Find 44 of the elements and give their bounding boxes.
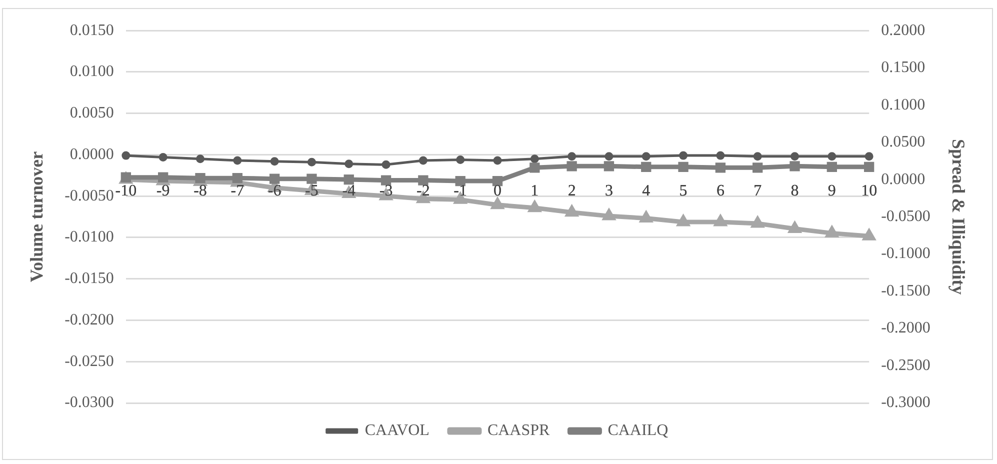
legend-label: CAAILQ: [608, 422, 669, 440]
y-tick-label: 0.0050: [70, 104, 114, 122]
x-tick-label: 5: [679, 182, 688, 200]
legend-label: CAASPR: [487, 422, 550, 440]
x-tick-label: 8: [790, 182, 799, 200]
y2-tick-label: -0.2500: [881, 356, 930, 374]
y2-tick-label: 0.0000: [881, 170, 926, 188]
y2-tick-label: -0.1000: [881, 245, 930, 262]
y2-axis-title: Spread & Illiquidity: [948, 138, 969, 295]
y-tick-label: -0.0200: [64, 311, 114, 328]
x-tick-label: 1: [530, 182, 539, 200]
y2-tick-label: -0.3000: [881, 394, 930, 412]
x-tick-label: 10: [861, 182, 878, 200]
y-tick-label: -0.0100: [64, 228, 114, 246]
y-tick-label: 0.0000: [70, 146, 114, 163]
y2-tick-label: 0.0500: [881, 134, 926, 151]
x-tick-label: 9: [828, 182, 836, 200]
x-tick-label: -7: [230, 182, 244, 200]
y-axis-title: Volume turnover: [26, 151, 46, 282]
x-tick-label: -10: [115, 182, 137, 200]
x-tick-label: -1: [454, 182, 468, 200]
y-tick-label: 0.0150: [70, 22, 114, 39]
x-tick-label: -8: [194, 182, 207, 200]
x-tick-label: 6: [716, 182, 724, 200]
x-tick-label: 0: [494, 182, 502, 200]
x-tick-label: -3: [379, 182, 393, 200]
y2-tick-label: -0.1500: [881, 282, 930, 300]
y2-tick-label: -0.0500: [881, 208, 930, 226]
x-tick-label: -9: [156, 182, 170, 200]
y-tick-label: -0.0250: [64, 352, 114, 370]
y2-tick-label: 0.1500: [881, 59, 926, 76]
y-tick-label: -0.0050: [64, 187, 114, 204]
x-tick-label: 3: [604, 182, 613, 200]
y2-tick-label: 0.1000: [881, 96, 926, 114]
x-tick-label: 2: [568, 182, 576, 200]
x-tick-label: -2: [416, 182, 430, 200]
y-tick-label: -0.0300: [64, 394, 114, 412]
y2-tick-label: -0.2000: [881, 320, 930, 337]
y-tick-label: -0.0150: [64, 270, 114, 288]
x-tick-label: 4: [642, 182, 650, 200]
y2-tick-label: 0.2000: [881, 22, 926, 39]
x-tick-label: 7: [754, 182, 762, 200]
y-tick-label: 0.0100: [70, 63, 114, 80]
legend-label: CAAVOL: [364, 422, 430, 440]
